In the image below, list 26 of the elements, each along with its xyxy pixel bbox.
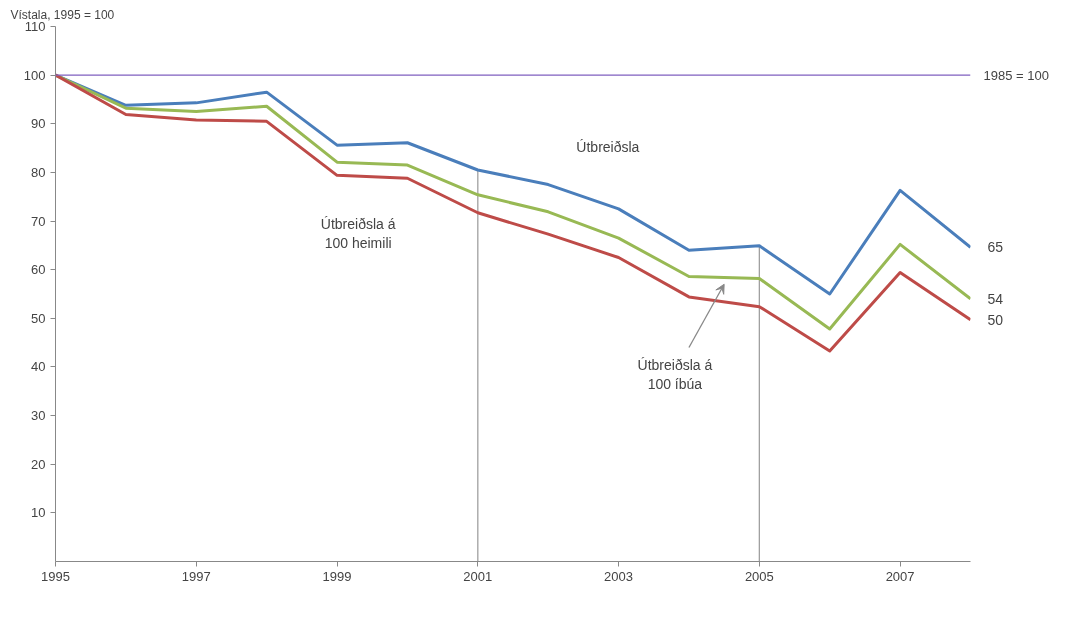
- data-label: 65: [987, 239, 1004, 256]
- y-tick-label: 20: [31, 456, 46, 472]
- ref-line-label: 1985 = 100: [983, 67, 1049, 83]
- y-tick-label: 80: [31, 164, 46, 180]
- x-tick-label: 1999: [322, 568, 352, 584]
- y-tick-label: 90: [31, 116, 46, 132]
- annotation: Útbreiðsla á 100 heimili: [320, 216, 396, 252]
- y-tick-label: 60: [31, 262, 46, 278]
- x-tick-label: 1997: [181, 568, 211, 584]
- x-tick-label: 2005: [744, 568, 774, 584]
- y-tick-label: 30: [31, 408, 46, 424]
- y-axis-title: Vístala, 1995 = 100: [10, 7, 115, 22]
- x-tick-label: 1995: [41, 568, 70, 584]
- x-tick-label: 2003: [604, 568, 634, 584]
- data-label: 54: [987, 290, 1004, 307]
- y-tick-label: 10: [31, 505, 46, 521]
- y-tick-label: 70: [31, 213, 46, 229]
- data-label: 50: [987, 311, 1004, 328]
- y-tick-label: 100: [23, 67, 46, 83]
- y-tick-label: 110: [24, 19, 46, 34]
- y-tick-label: 40: [31, 359, 46, 375]
- y-tick-label: 50: [31, 310, 46, 326]
- x-tick-label: 2001: [463, 568, 493, 584]
- text: Útbreiðsla: [576, 139, 640, 156]
- annotation: Útbreiðsla á 100 íbúa: [637, 357, 713, 393]
- x-tick-label: 2007: [885, 568, 915, 584]
